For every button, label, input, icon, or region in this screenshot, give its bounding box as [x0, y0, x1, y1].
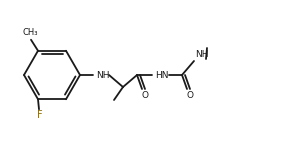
Text: CH₃: CH₃ [22, 28, 38, 37]
Text: O: O [187, 91, 194, 100]
Text: NH: NH [96, 70, 110, 80]
Text: NH: NH [195, 50, 209, 59]
Text: F: F [37, 110, 43, 120]
Text: O: O [142, 91, 148, 100]
Text: HN: HN [155, 70, 169, 80]
